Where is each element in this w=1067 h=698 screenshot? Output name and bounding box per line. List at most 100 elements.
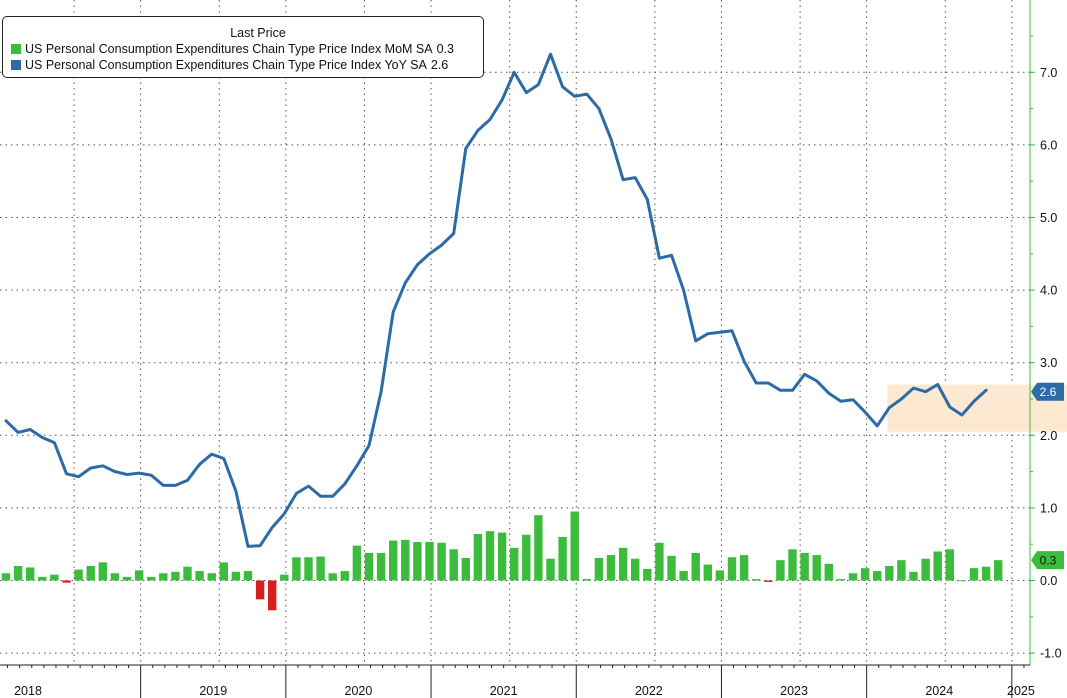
legend-label-yoy: US Personal Consumption Expenditures Cha… [25, 58, 427, 72]
yoy-line [4, 52, 988, 548]
mom-bar [13, 565, 23, 581]
x-tick-label: 2023 [780, 684, 808, 698]
mom-bars [1, 511, 1003, 611]
mom-bar [364, 552, 374, 581]
mom-bar [473, 534, 483, 581]
y-tick-label: -1.0 [1040, 647, 1062, 661]
x-tick-label: 2022 [635, 684, 663, 698]
mom-bar [401, 539, 410, 581]
mom-bar [594, 557, 604, 581]
mom-bar [921, 558, 930, 581]
mom-bar [485, 531, 495, 581]
mom-bar [497, 532, 507, 581]
mom-bar [98, 562, 107, 581]
mom-bar [413, 542, 422, 581]
mom-bar [134, 570, 144, 581]
mom-bar [558, 536, 567, 581]
mom-bar [994, 560, 1003, 581]
mom-bar [316, 556, 325, 581]
mom-bar [304, 557, 313, 581]
x-tick-label: 2025 [1007, 684, 1035, 698]
mom-bar [873, 571, 882, 581]
mom-bar [570, 511, 579, 581]
mom-bar [122, 576, 132, 581]
mom-bar [812, 555, 821, 581]
mom-bar [461, 557, 470, 581]
mom-bar [897, 560, 906, 581]
y-tick-label: 5.0 [1040, 211, 1057, 225]
value-badge-label: 0.3 [1040, 554, 1057, 568]
mom-bar [110, 573, 120, 581]
mom-bar [219, 562, 228, 581]
x-tick-label: 2019 [199, 684, 227, 698]
mom-bar [546, 558, 555, 581]
mom-bar [679, 571, 688, 581]
mom-bar [655, 542, 664, 581]
legend-value-yoy: 2.6 [430, 58, 449, 72]
mom-bar [437, 542, 446, 581]
y-tick-label: 6.0 [1040, 138, 1057, 152]
mom-bar [824, 563, 833, 581]
mom-bar [885, 565, 894, 581]
mom-bar [945, 549, 954, 581]
x-tick-label: 2021 [490, 684, 518, 698]
mom-bar [836, 579, 846, 581]
mom-bar [776, 560, 785, 581]
mom-bar [389, 540, 398, 581]
mom-bar [752, 579, 761, 581]
legend-entry-mom: US Personal Consumption Expenditures Cha… [3, 41, 483, 57]
mom-bar [1, 573, 11, 581]
mom-bar [691, 552, 700, 581]
x-tick-label: 2018 [14, 684, 42, 698]
mom-bar [280, 574, 289, 581]
mom-bar [231, 571, 241, 581]
legend-swatch-mom [11, 44, 21, 54]
mom-bar [207, 573, 216, 581]
mom-bar [969, 568, 979, 581]
mom-bar [195, 571, 204, 581]
mom-bar [848, 573, 858, 581]
mom-bar [764, 580, 773, 582]
y-tick-label: 0.0 [1040, 574, 1057, 588]
mom-bar [255, 580, 265, 600]
mom-bar [62, 580, 71, 583]
mom-bar [933, 551, 942, 581]
yoy-line-layer [4, 52, 988, 548]
mom-bar [376, 552, 386, 581]
legend-swatch-yoy [11, 60, 21, 70]
last-value-badges: 2.6 0.3 [1031, 382, 1064, 570]
legend-value-mom: 0.3 [436, 42, 455, 56]
mom-bar [86, 565, 95, 581]
legend: Last Price US Personal Consumption Expen… [2, 16, 484, 78]
mom-bar [739, 555, 749, 581]
legend-label-mom: US Personal Consumption Expenditures Cha… [25, 42, 433, 56]
legend-entry-yoy: US Personal Consumption Expenditures Cha… [3, 57, 483, 73]
mom-bar [727, 557, 737, 581]
mom-bar [183, 566, 192, 581]
mom-bar [631, 558, 640, 581]
x-tick-label: 2024 [925, 684, 953, 698]
mom-bar [26, 567, 35, 581]
mom-bar [352, 545, 362, 581]
mom-bar [292, 557, 301, 581]
mom-bar [800, 552, 809, 581]
mom-bar [643, 568, 652, 581]
mom-bar [449, 549, 458, 581]
mom-bar [667, 555, 676, 581]
mom-bar [243, 571, 253, 581]
y-tick-label: 7.0 [1040, 66, 1057, 80]
y-tick-label: 3.0 [1040, 356, 1057, 370]
mom-bar [171, 571, 180, 581]
mom-bar [425, 542, 434, 581]
mom-bar [340, 571, 349, 581]
legend-title: Last Price [230, 26, 286, 40]
mom-bar [510, 547, 519, 581]
mom-bar [981, 566, 991, 581]
mom-bar [788, 549, 797, 581]
mom-bar [957, 580, 967, 582]
mom-bar [534, 515, 543, 581]
y-tick-label: 2.0 [1040, 429, 1057, 443]
value-badge [1031, 551, 1064, 570]
mom-bar [147, 576, 156, 581]
